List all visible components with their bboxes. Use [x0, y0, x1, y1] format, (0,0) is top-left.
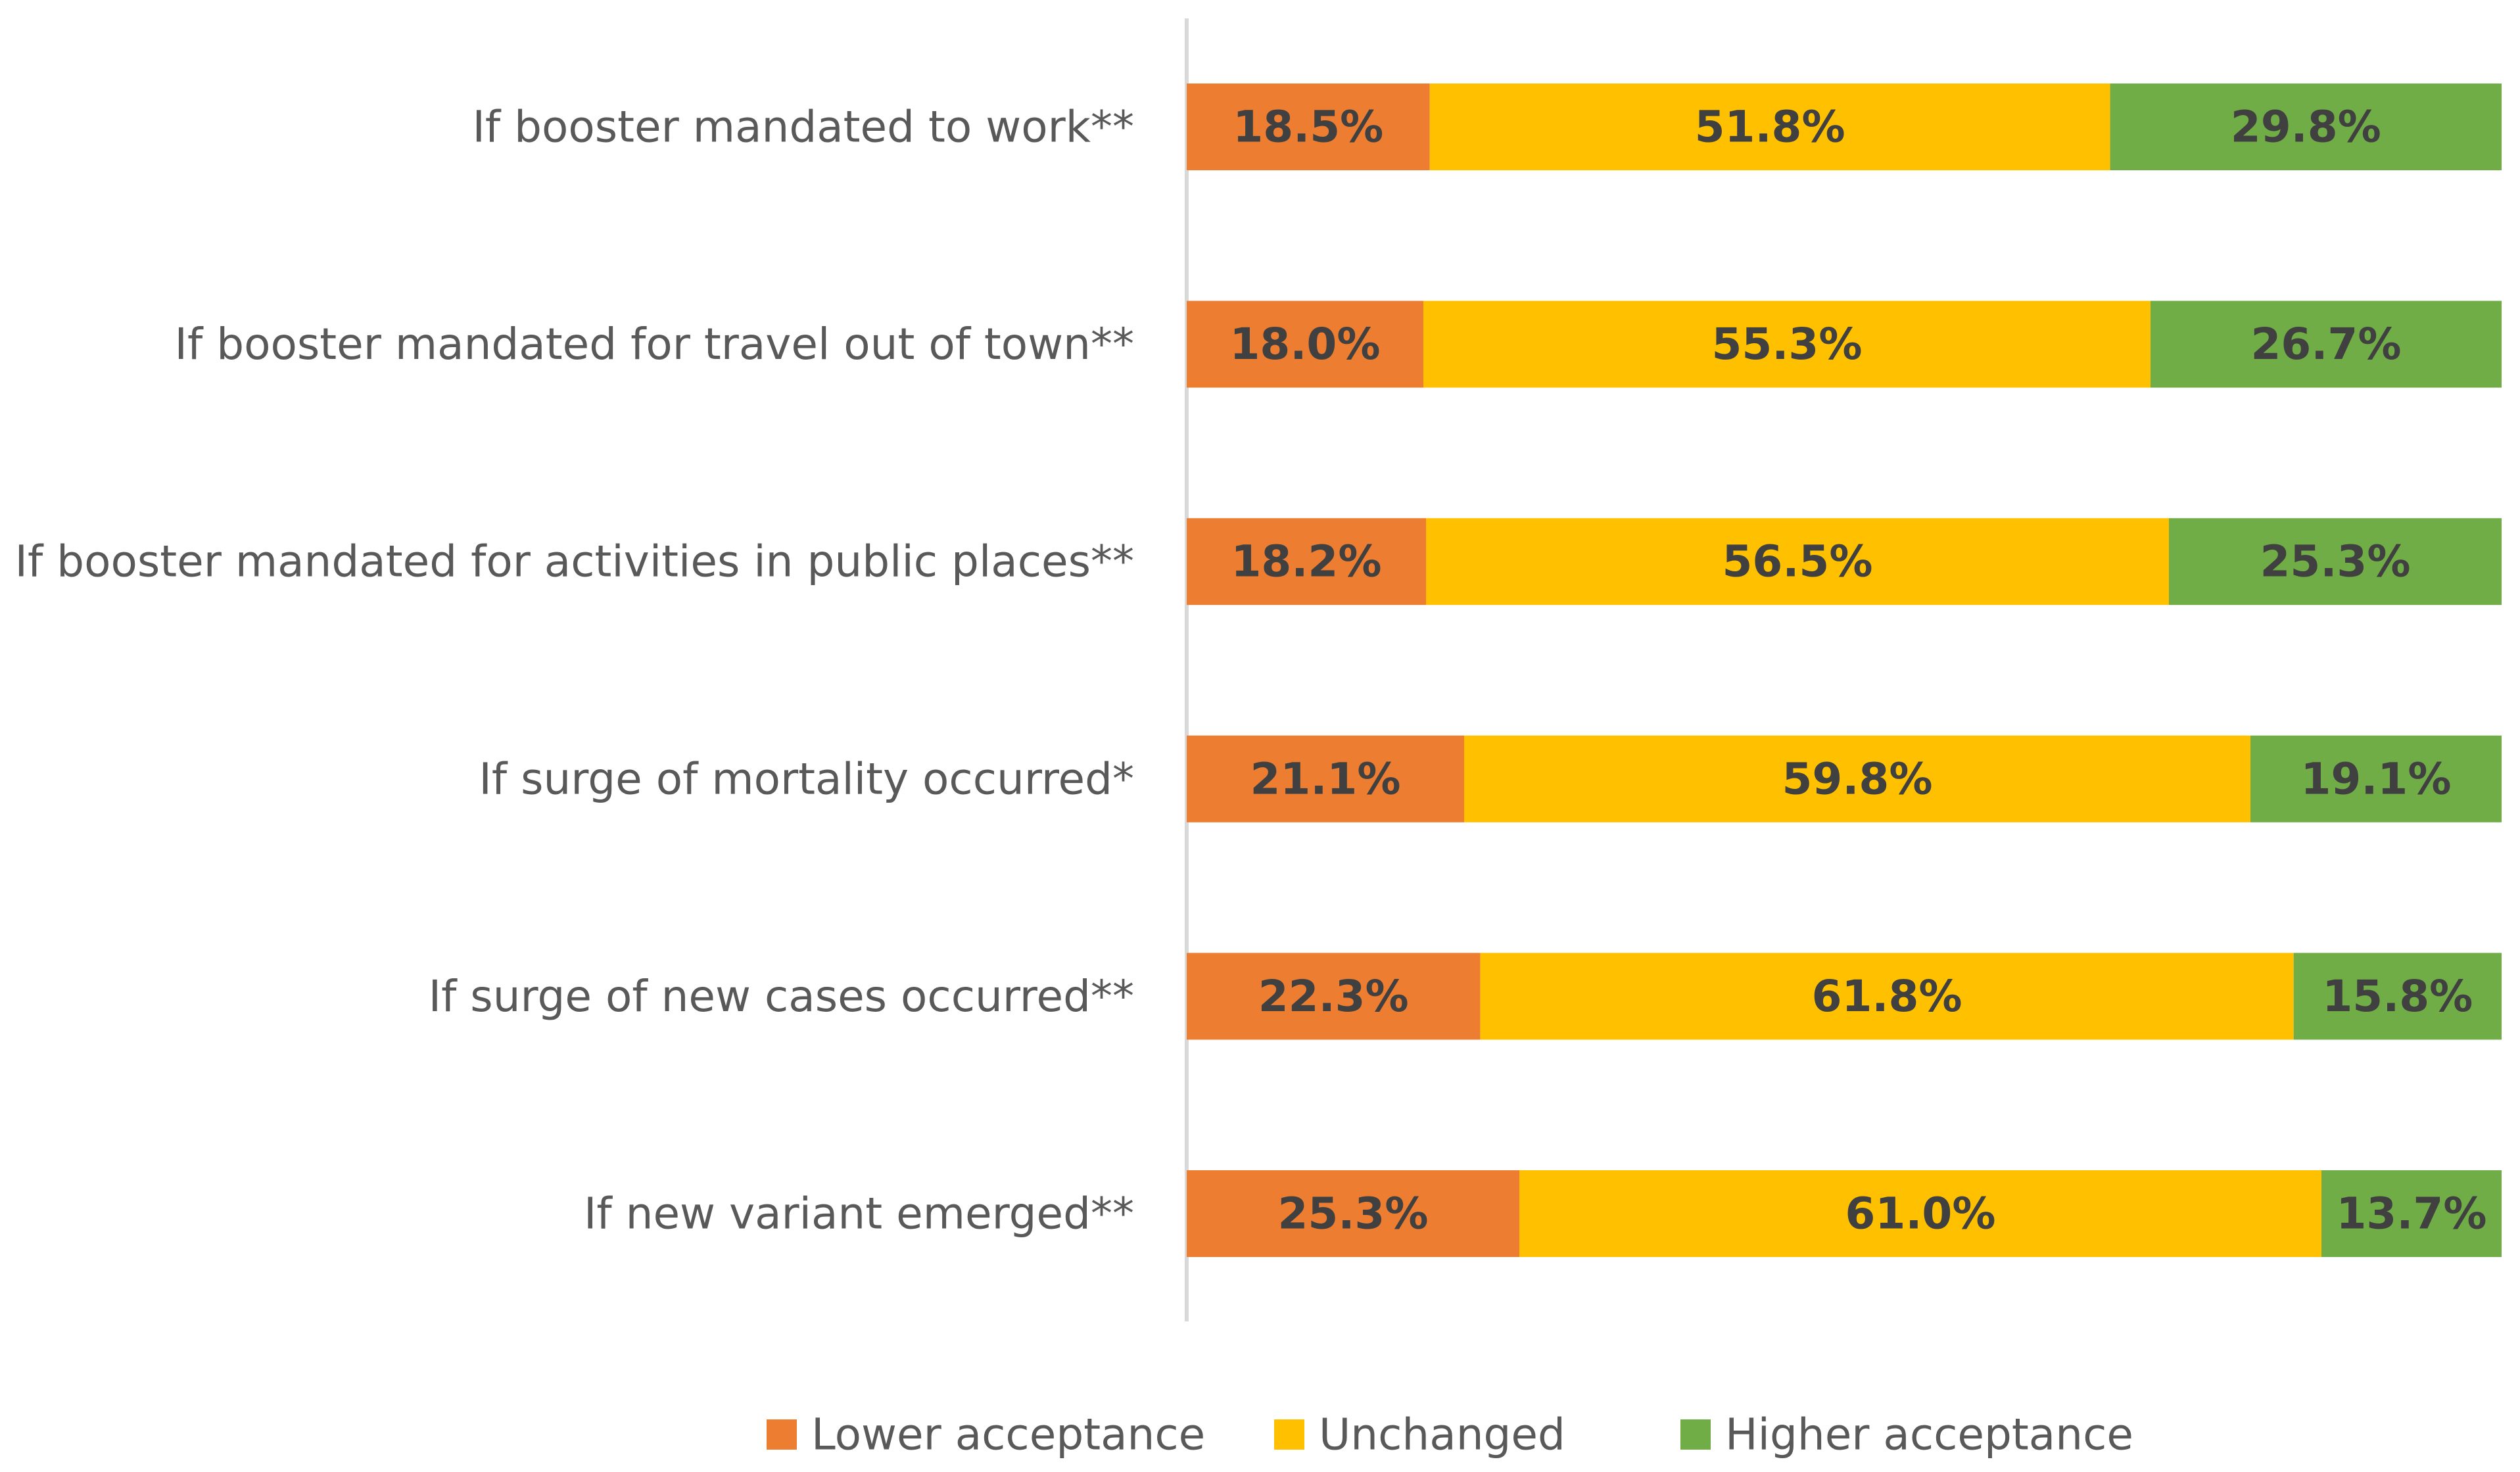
bar-segment-unchanged: [1423, 300, 2151, 388]
bar-segment-unchanged: [1480, 953, 2294, 1040]
data-label-higher-acceptance: 25.3%: [2260, 536, 2411, 587]
data-label-unchanged: 61.0%: [1845, 1189, 1996, 1239]
legend-swatch-higher-acceptance: [1680, 1419, 1711, 1450]
bar-segment-higher-acceptance: [2110, 83, 2502, 170]
data-label-higher-acceptance: 15.8%: [2322, 971, 2473, 1022]
category-label: If surge of new cases occurred**: [429, 971, 1134, 1022]
category-label: If surge of mortality occurred*: [479, 753, 1134, 804]
bar-segment-lower-acceptance: [1187, 1170, 1519, 1257]
bar-segment-higher-acceptance: [2293, 953, 2502, 1040]
legend-label-lower-acceptance: Lower acceptance: [811, 1410, 1205, 1460]
bar-segment-unchanged: [1429, 83, 2110, 170]
data-label-unchanged: 56.5%: [1723, 536, 1873, 587]
legend-swatch-unchanged: [1274, 1419, 1304, 1450]
bar-segment-unchanged: [1464, 735, 2250, 822]
data-label-unchanged: 59.8%: [1782, 753, 1933, 804]
bar-segment-higher-acceptance: [2169, 518, 2502, 605]
category-label: If new variant emerged**: [584, 1189, 1134, 1239]
bar-segments: [1187, 83, 2502, 1257]
data-label-higher-acceptance: 13.7%: [2337, 1189, 2487, 1239]
legend-swatch-lower-acceptance: [767, 1419, 797, 1450]
data-label-higher-acceptance: 19.1%: [2301, 753, 2452, 804]
data-label-lower-acceptance: 18.5%: [1233, 102, 1383, 153]
bar-segment-lower-acceptance: [1187, 735, 1464, 822]
bar-segment-higher-acceptance: [2321, 1170, 2502, 1257]
data-label-unchanged: 51.8%: [1695, 102, 1845, 153]
data-label-higher-acceptance: 29.8%: [2231, 102, 2381, 153]
category-label: If booster mandated for activities in pu…: [15, 536, 1135, 587]
bar-segment-lower-acceptance: [1187, 83, 1430, 170]
data-labels: 18.5% 51.8% 29.8% 18.0% 55.3% 26.7% 18.2% 56.5%…: [1230, 102, 2487, 1239]
bar-segment-higher-acceptance: [2250, 735, 2502, 822]
category-label: If booster mandated for travel out of to…: [175, 319, 1134, 369]
bar-segment-lower-acceptance: [1187, 518, 1426, 605]
data-label-lower-acceptance: 25.3%: [1278, 1189, 1429, 1239]
category-label: If booster mandated to work**: [472, 102, 1134, 153]
bar-segment-unchanged: [1426, 518, 2169, 605]
data-label-higher-acceptance: 26.7%: [2251, 319, 2402, 369]
data-label-unchanged: 55.3%: [1712, 319, 1863, 369]
bar-segment-lower-acceptance: [1187, 300, 1423, 388]
bar-segment-higher-acceptance: [2151, 300, 2502, 388]
data-label-lower-acceptance: 22.3%: [1258, 971, 1409, 1022]
data-label-lower-acceptance: 18.2%: [1231, 536, 1382, 587]
bar-segment-unchanged: [1519, 1170, 2321, 1257]
legend-label-higher-acceptance: Higher acceptance: [1725, 1410, 2133, 1460]
data-label-lower-acceptance: 18.0%: [1230, 319, 1381, 369]
data-label-lower-acceptance: 21.1%: [1250, 753, 1401, 804]
bar-segment-lower-acceptance: [1187, 953, 1481, 1040]
legend: Lower acceptance Unchanged Higher acceptan…: [767, 1410, 2133, 1460]
category-labels: If booster mandated to work** If booster …: [15, 102, 1135, 1239]
legend-label-unchanged: Unchanged: [1319, 1410, 1565, 1460]
data-label-unchanged: 61.8%: [1812, 971, 1962, 1022]
